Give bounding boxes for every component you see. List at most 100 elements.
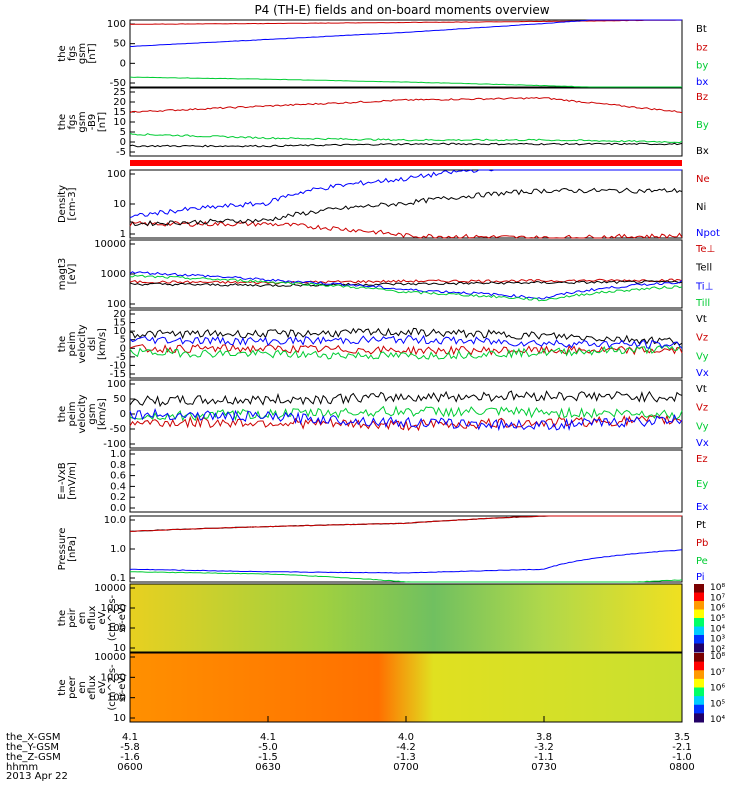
- x-tick-label: -5.0: [258, 742, 278, 753]
- x-axis: the_X-GSM 4.1 4.1 4.0 3.8 3.5 the_Y-GSM -5.8 -5.…: [6, 716, 695, 782]
- legend-entry: Vz: [696, 403, 708, 414]
- colorbar-segment: [694, 661, 704, 671]
- legend-entry: Vt: [696, 384, 707, 395]
- legend-entry: Vy: [696, 351, 709, 362]
- series-line-Ne: [129, 220, 683, 239]
- y-axis-label: thefgsgsm-B9[nT]: [57, 111, 108, 132]
- x-tick-label: 0700: [393, 762, 418, 773]
- x-row-label: the_Y-GSM: [6, 742, 59, 753]
- colorbar-segment: [694, 609, 704, 619]
- y-tick-label: 0.6: [110, 471, 126, 482]
- legend-entry: Npot: [696, 228, 720, 239]
- panel-frame: [129, 239, 683, 309]
- y-tick-label: -5: [116, 352, 126, 363]
- y-tick-label: 0.8: [110, 460, 126, 471]
- x-tick-label: 3.8: [536, 732, 552, 743]
- legend-entry: Te⊥: [695, 244, 715, 255]
- colorbar-tick: 10⁷: [710, 668, 725, 678]
- y-tick-label: -15: [110, 369, 126, 380]
- y-tick-label: 10: [113, 643, 126, 654]
- colorbar-segment: [694, 584, 704, 593]
- x-tick-label: 3.5: [674, 732, 690, 743]
- panel-pressure: 10.0 1.0 0.1 Pressure[nPa] Pt Pb Pe Pi: [57, 515, 708, 584]
- colorbar-segment: [694, 704, 704, 714]
- y-tick-label: 25: [113, 87, 126, 98]
- y-tick-label: 0: [120, 137, 126, 148]
- y-tick-label: 100: [107, 623, 126, 634]
- y-tick-label: -100: [103, 439, 126, 450]
- legend-entry: Ey: [696, 479, 708, 490]
- panel-temp: 10000 1000 100 magt3[eV] Te⊥ Tell Ti⊥ Till: [57, 239, 715, 310]
- series-line-by: [129, 76, 682, 88]
- legend-entry: Vt: [696, 314, 707, 325]
- panel-eperm_velocity: 20151050-5-10-15thepeimvelocitydsl[km/s]…: [57, 309, 709, 380]
- x-tick-label: -1.5: [258, 752, 278, 763]
- series-line-Pb: [129, 515, 682, 532]
- series-line-Vt: [129, 390, 683, 408]
- x-tick-label: 4.1: [122, 732, 138, 743]
- y-tick-label: 10000: [94, 583, 126, 594]
- colorbar-segment: [694, 618, 704, 627]
- x-tick-label: -5.8: [120, 742, 140, 753]
- y-axis-label: Density[cm-3]: [57, 185, 78, 223]
- legend-entry: Tell: [695, 263, 712, 274]
- colorbar-segment: [694, 653, 704, 663]
- y-tick-label: 10.0: [104, 515, 126, 526]
- series-line-Ti⊥: [129, 271, 683, 300]
- panel-frame: [129, 583, 683, 653]
- panels-group: 100500-50thefgsgsm[nT]Btbzbybx2520151050…: [57, 19, 725, 725]
- series-line-Bx: [129, 142, 683, 148]
- spectrogram-image: [130, 653, 682, 722]
- spectrogram-image: [130, 584, 682, 652]
- colorbar-tick: 10⁶: [710, 684, 725, 694]
- series-line-Vy: [129, 405, 683, 422]
- colorbar-segment: [694, 601, 704, 610]
- legend-entry: Vx: [696, 438, 709, 449]
- y-tick-label: 1.0: [110, 449, 126, 460]
- series-line-Till: [129, 274, 683, 302]
- colorbar-tick: 10⁸: [710, 583, 725, 593]
- y-tick-label: -10: [110, 360, 126, 371]
- x-tick-label: 0630: [255, 762, 280, 773]
- y-tick-label: 100: [107, 379, 126, 390]
- y-tick-label: 5: [120, 335, 126, 346]
- y-tick-label: 0: [120, 343, 126, 354]
- y-axis-label: Pressure[nPa]: [57, 528, 78, 571]
- x-tick-label: -4.2: [396, 742, 416, 753]
- y-tick-label: 10: [113, 326, 126, 337]
- y-tick-label: 1: [120, 229, 126, 240]
- colorbar-segment: [694, 592, 704, 602]
- series-line-Vz: [129, 414, 683, 432]
- y-tick-label: 1000: [101, 672, 126, 683]
- colorbar-tick: 10³: [710, 635, 725, 645]
- y-tick-label: 10: [113, 117, 126, 128]
- y-tick-label: 0: [120, 409, 126, 420]
- legend-entry: by: [696, 61, 708, 72]
- y-tick-label: -50: [110, 424, 126, 435]
- series-line-By: [129, 132, 683, 144]
- series-line-Tell: [129, 280, 683, 288]
- y-tick-label: 15: [113, 107, 126, 118]
- y-tick-label: 10000: [94, 239, 126, 250]
- legend-entry: Ti⊥: [695, 281, 713, 292]
- legend-entry: bz: [696, 42, 708, 53]
- y-tick-label: 0.1: [110, 573, 126, 584]
- x-row-label: the_X-GSM: [6, 732, 60, 743]
- y-tick-label: 15: [113, 318, 126, 329]
- colorbar-segment: [694, 687, 704, 697]
- legend-entry: Till: [695, 298, 710, 309]
- colorbar-tick: 10⁶: [710, 604, 725, 614]
- x-tick-label: 0730: [531, 762, 556, 773]
- colorbar-tick: 10⁷: [710, 593, 725, 603]
- x-tick-label: -2.1: [672, 742, 692, 753]
- x-row-label: hhmm: [6, 762, 38, 773]
- series-line-Pi: [129, 549, 683, 574]
- y-tick-label: 0.0: [110, 503, 126, 514]
- legend-entry: bx: [696, 77, 708, 88]
- y-tick-label: 0: [120, 58, 126, 69]
- legend-entry: Ex: [696, 502, 708, 513]
- x-tick-label: 0600: [117, 762, 142, 773]
- y-tick-label: -5: [116, 147, 126, 158]
- series-line-Vt: [129, 327, 683, 346]
